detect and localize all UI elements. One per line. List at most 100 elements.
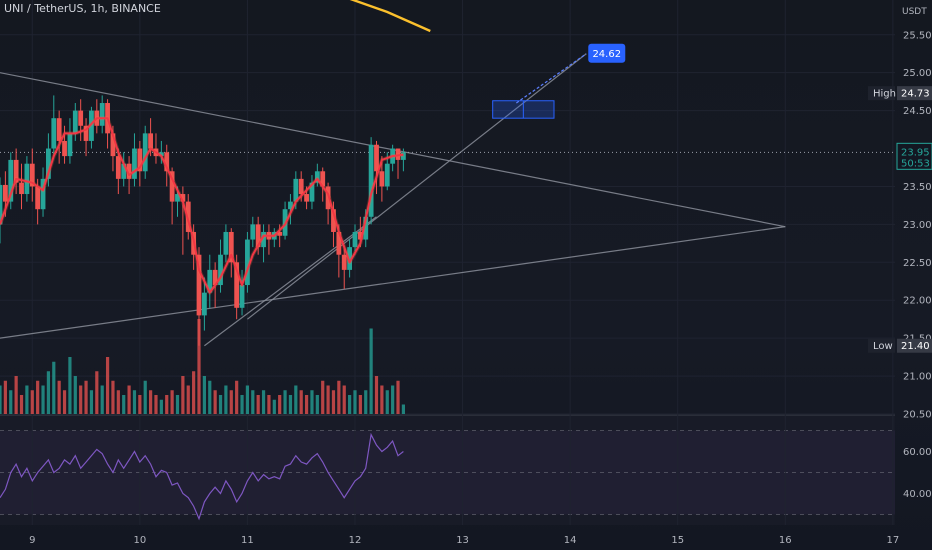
price-tick-label: 25.00 <box>903 68 932 79</box>
price-tick-label: 24.50 <box>903 106 932 117</box>
price-tag-label-box <box>868 86 895 101</box>
volume-bar <box>0 385 2 414</box>
volume-bar <box>283 390 287 414</box>
volume-bar <box>57 380 61 414</box>
volume-bar <box>154 395 158 414</box>
volume-bar <box>353 390 357 414</box>
price-tag-value-box <box>897 86 932 101</box>
candle-body <box>89 110 94 141</box>
volume-bar <box>186 385 190 414</box>
volume-bar <box>73 376 77 414</box>
candle-body <box>250 224 256 240</box>
candle-body <box>13 159 19 183</box>
volume-bar <box>240 395 244 414</box>
volume-bar <box>288 395 293 414</box>
trendline <box>247 53 587 320</box>
volume-bar <box>127 385 131 414</box>
volume-bar <box>122 395 126 414</box>
volume-bar <box>358 395 362 414</box>
candle-body <box>40 178 46 210</box>
current-price-value: 23.95 <box>901 147 930 158</box>
candle-body <box>121 163 127 179</box>
candle-body <box>24 163 30 195</box>
volume-bar <box>30 390 34 414</box>
price-tick-label: 23.00 <box>903 220 932 231</box>
candle-body <box>314 171 320 183</box>
rsi-tick-label: 60.00 <box>903 447 932 458</box>
volume-bar <box>202 376 206 414</box>
candle-body <box>126 163 132 179</box>
volume-bar <box>41 385 45 414</box>
volume-bar <box>326 385 330 414</box>
volume-bar <box>224 385 228 414</box>
volume-bar <box>218 395 223 414</box>
candle-body <box>148 133 154 149</box>
price-tag-value: 24.73 <box>901 89 930 100</box>
volume-bar <box>213 390 217 414</box>
candle-body <box>83 125 89 141</box>
candle-body <box>207 269 213 293</box>
volume-bar <box>294 385 298 414</box>
candle-body <box>110 133 116 157</box>
candle-body <box>185 201 191 232</box>
candle-body <box>288 201 293 210</box>
candle-body <box>2 184 8 202</box>
candle-body <box>293 178 299 202</box>
volume-bar <box>380 385 384 414</box>
candle-body <box>395 148 401 160</box>
volume-bar <box>348 395 352 414</box>
price-tag-label: High <box>873 89 896 100</box>
volume-bar <box>374 376 379 414</box>
symbol-title[interactable]: UNI / TetherUS, 1h, BINANCE <box>4 2 161 15</box>
candle-body <box>35 186 41 210</box>
candle-body <box>8 159 14 202</box>
volume-bar <box>95 371 99 414</box>
candle-body <box>341 254 347 270</box>
volume-bar <box>256 395 260 414</box>
ma-line <box>0 117 404 294</box>
volume-bar <box>197 319 201 414</box>
candle-body <box>298 178 304 195</box>
price-grid <box>0 0 895 525</box>
time-tick-label: 17 <box>886 535 899 546</box>
time-tick-label: 14 <box>564 535 577 546</box>
target-projection[interactable]: 24.62 <box>492 43 626 119</box>
candle-body <box>72 110 78 134</box>
volume-bar <box>278 395 282 414</box>
rsi-tick-label: 40.00 <box>903 489 932 500</box>
time-tick-label: 13 <box>456 535 469 546</box>
volume-bar <box>267 395 271 414</box>
volume-bar <box>79 385 83 414</box>
yellow-indicator-line <box>349 0 431 33</box>
candle-body <box>56 118 62 141</box>
volume-bar <box>391 385 395 414</box>
volume-bar <box>116 390 120 414</box>
volume-bar <box>105 357 110 414</box>
trendlines[interactable] <box>0 53 895 347</box>
candle-body <box>277 231 283 236</box>
volume-bars <box>0 319 405 414</box>
volume-bar <box>315 395 319 414</box>
yellow-line <box>349 0 431 33</box>
candle-body <box>245 239 250 286</box>
candle-body <box>255 224 261 248</box>
price-tick-label: 22.50 <box>903 258 932 269</box>
candle-body <box>132 148 137 179</box>
volume-bar <box>364 390 368 414</box>
volume-bar <box>165 395 169 414</box>
candle-body <box>325 186 331 210</box>
volume-bar <box>3 380 7 414</box>
candle-body <box>164 152 170 172</box>
volume-bar <box>36 380 40 414</box>
candle-body <box>78 110 84 126</box>
candle-body <box>384 163 390 187</box>
volume-bar <box>251 390 255 414</box>
time-tick-label: 10 <box>133 535 146 546</box>
volume-bar <box>25 385 29 414</box>
volume-bar <box>229 390 233 414</box>
price-tick-label: 23.50 <box>903 182 932 193</box>
candle-body <box>331 209 336 232</box>
target-label-box <box>588 43 626 63</box>
